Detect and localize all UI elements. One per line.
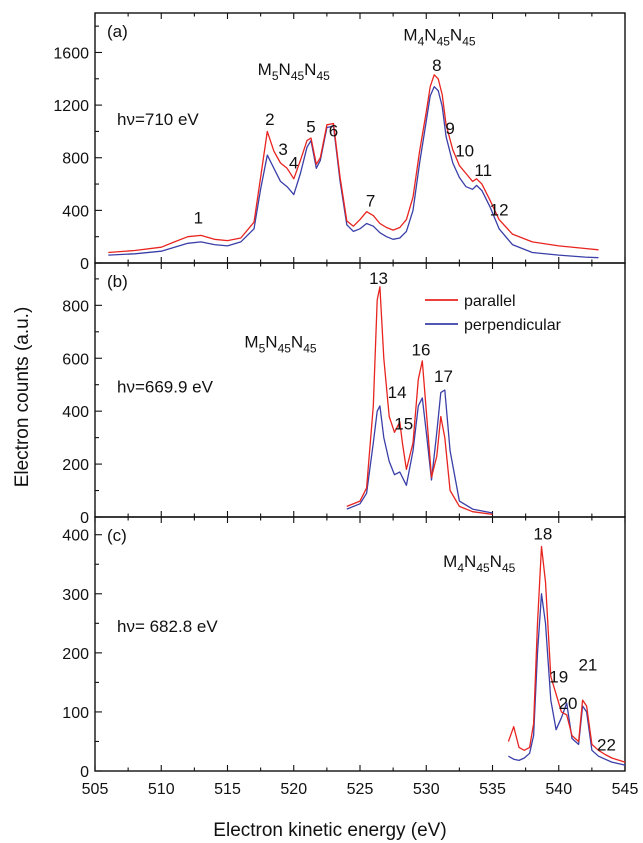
x-axis-label: Electron kinetic energy (eV) [213,820,446,841]
auger-group-label: M4N45N45 [403,26,475,49]
panel-frame [94,12,626,264]
label-letter: M [443,552,457,571]
peak-label: 8 [432,56,441,75]
y-tick-label: 1200 [53,98,89,115]
y-tick-label: 1600 [53,45,89,62]
label-subscript: 4 [418,35,425,49]
y-tick-label: 0 [80,764,89,781]
y-tick-label: 0 [80,256,89,273]
panel-tag: (b) [107,272,128,291]
y-tick-label: 100 [62,705,89,722]
label-letter: N [304,60,316,79]
peak-label: 14 [388,383,407,402]
peak-label: 22 [597,735,616,754]
peak-label: 10 [455,141,474,160]
label-subscript: 45 [303,342,317,356]
photon-energy-label: hν=710 eV [117,110,199,129]
x-tick-label: 530 [413,781,440,798]
x-tick-label: 545 [612,781,639,798]
label-subscript: 5 [272,69,279,83]
panel-tag: (c) [107,526,127,545]
panel-frame [94,516,626,772]
peak-label: 6 [329,122,338,141]
peak-label: 15 [394,415,413,434]
series-perpendicular-a [108,86,599,259]
x-axis: 505 510 515 520 525 530 535 540 545 [82,781,639,798]
label-subscript: 4 [457,561,464,575]
label-letter: N [265,333,277,352]
x-tick-label: 515 [214,781,241,798]
series-parallel-a [108,74,599,254]
y-tick-label: 400 [62,203,89,220]
y-tick-label: 200 [62,646,89,663]
label-subscript: 45 [476,561,490,575]
label-subscript: 45 [291,69,305,83]
label-letter: N [424,26,436,45]
peak-label: 2 [265,110,274,129]
peak-label: 11 [474,161,492,180]
legend-label-perpendicular: perpendicular [464,317,562,334]
panel-tag: (a) [107,22,128,41]
auger-group-label: M4N45N45 [443,552,515,575]
label-letter: N [464,552,476,571]
label-letter: M [244,333,258,352]
peak-label: 7 [366,191,375,210]
peak-label: 18 [533,524,552,543]
peak-label: 5 [306,118,315,137]
peak-label: 3 [278,140,287,159]
series-parallel-b [346,286,493,516]
label-letter: N [450,26,462,45]
peak-label: 12 [490,201,509,220]
label-letter: N [490,552,502,571]
y-tick-label: 600 [62,351,89,368]
label-subscript: 45 [316,69,330,83]
y-tick-label: 300 [62,587,89,604]
label-subscript: 5 [259,342,266,356]
label-letter: M [403,26,417,45]
peak-label: 9 [445,119,454,138]
y-tick-label: 800 [62,298,89,315]
y-axis-label: Electron counts (a.u.) [12,307,33,488]
label-subscript: 45 [437,35,451,49]
peak-label: 20 [559,694,578,713]
series-perpendicular-b [346,389,493,514]
x-tick-label: 520 [280,781,307,798]
y-tick-label: 400 [62,404,89,421]
y-tick-label: 400 [62,528,89,545]
label-letter: N [291,333,303,352]
legend-label-parallel: parallel [464,293,516,310]
label-subscript: 45 [278,342,292,356]
x-tick-label: 505 [82,781,109,798]
y-tick-label: 800 [62,151,89,168]
peak-label: 21 [578,656,597,675]
x-tick-label: 510 [148,781,175,798]
y-tick-label: 0 [80,510,89,527]
x-tick-label: 535 [479,781,506,798]
peak-label: 1 [194,209,203,228]
auger-group-label: M5N45N45 [244,333,316,356]
peak-label: 16 [411,341,430,360]
auger-group-label: M5N45N45 [258,60,330,83]
photon-energy-label: hν= 682.8 eV [117,617,218,636]
series-perpendicular-c [508,593,626,766]
peak-label: 17 [434,367,453,386]
x-tick-label: 540 [545,781,572,798]
legend: parallel perpendicular [425,293,562,334]
label-letter: N [279,60,291,79]
label-letter: M [258,60,272,79]
peak-label: 13 [369,269,388,288]
peak-label: 19 [549,667,568,686]
y-tick-label: 200 [62,457,89,474]
series-parallel-c [507,545,626,763]
photon-energy-label: hν=669.9 eV [117,378,214,397]
label-subscript: 45 [462,35,476,49]
label-subscript: 45 [502,561,516,575]
peak-label: 4 [289,153,298,172]
x-tick-label: 525 [347,781,374,798]
